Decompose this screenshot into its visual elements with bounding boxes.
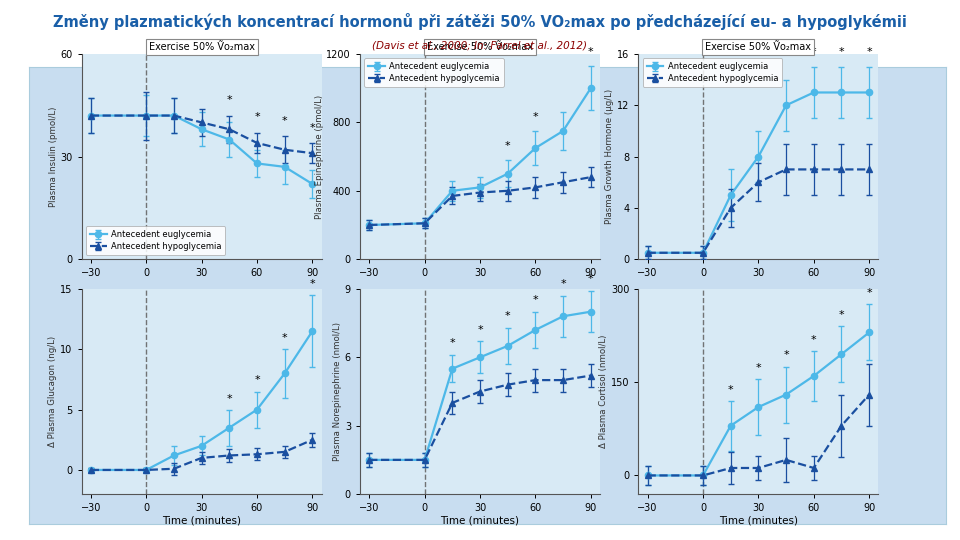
Text: *: * — [505, 141, 511, 151]
Text: *: * — [839, 310, 844, 320]
Legend: Antecedent euglycemia, Antecedent hypoglycemia: Antecedent euglycemia, Antecedent hypogl… — [364, 58, 504, 87]
Title: Exercise 50% Ṽo₂max: Exercise 50% Ṽo₂max — [706, 42, 811, 52]
Text: *: * — [227, 394, 232, 403]
Y-axis label: Plasma Epinephrine (pmol/L): Plasma Epinephrine (pmol/L) — [315, 94, 324, 219]
Text: *: * — [449, 338, 455, 348]
Text: *: * — [756, 363, 761, 373]
Text: *: * — [811, 46, 817, 57]
Title: Exercise 50% Ṽo₂max: Exercise 50% Ṽo₂max — [427, 42, 533, 52]
Text: *: * — [561, 279, 565, 289]
Text: *: * — [839, 46, 844, 57]
Legend: Antecedent euglycemia, Antecedent hypoglycemia: Antecedent euglycemia, Antecedent hypogl… — [642, 58, 782, 87]
Text: *: * — [254, 112, 260, 123]
Text: *: * — [533, 295, 539, 305]
Text: *: * — [811, 335, 817, 345]
Text: *: * — [505, 311, 511, 321]
X-axis label: Time (minutes): Time (minutes) — [441, 516, 519, 526]
X-axis label: Time (minutes): Time (minutes) — [719, 516, 798, 526]
Y-axis label: Plasma Growth Hormone (μg/L): Plasma Growth Hormone (μg/L) — [605, 89, 614, 224]
X-axis label: Time (minutes): Time (minutes) — [162, 516, 241, 526]
Y-axis label: Plasma Insulin (pmol/L): Plasma Insulin (pmol/L) — [49, 106, 58, 207]
Text: *: * — [866, 46, 872, 57]
Text: *: * — [866, 288, 872, 298]
Y-axis label: Δ Plasma Glucagon (ng/L): Δ Plasma Glucagon (ng/L) — [48, 336, 58, 447]
Text: *: * — [588, 274, 593, 285]
Y-axis label: Plasma Norepinephrine (nmol/L): Plasma Norepinephrine (nmol/L) — [333, 322, 342, 461]
Text: *: * — [309, 123, 315, 133]
Y-axis label: Δ Plasma Cortisol (nmol/L): Δ Plasma Cortisol (nmol/L) — [599, 335, 608, 448]
Text: *: * — [282, 333, 287, 343]
Text: Změny plazmatických koncentrací hormonů při zátěži 50% VO₂max po předcházející e: Změny plazmatických koncentrací hormonů … — [53, 14, 907, 30]
Text: *: * — [533, 112, 539, 123]
Title: Exercise 50% Ṽo₂max: Exercise 50% Ṽo₂max — [149, 42, 254, 52]
Text: *: * — [783, 350, 789, 360]
Text: *: * — [309, 279, 315, 289]
Text: *: * — [254, 375, 260, 386]
Text: *: * — [227, 95, 232, 105]
Legend: Antecedent euglycemia, Antecedent hypoglycemia: Antecedent euglycemia, Antecedent hypogl… — [85, 226, 226, 255]
Text: *: * — [728, 384, 733, 395]
Text: *: * — [588, 48, 593, 57]
Text: (Davis et al., 2000; In: Farrel et al., 2012): (Davis et al., 2000; In: Farrel et al., … — [372, 40, 588, 51]
Text: *: * — [282, 116, 287, 126]
Text: *: * — [477, 325, 483, 334]
